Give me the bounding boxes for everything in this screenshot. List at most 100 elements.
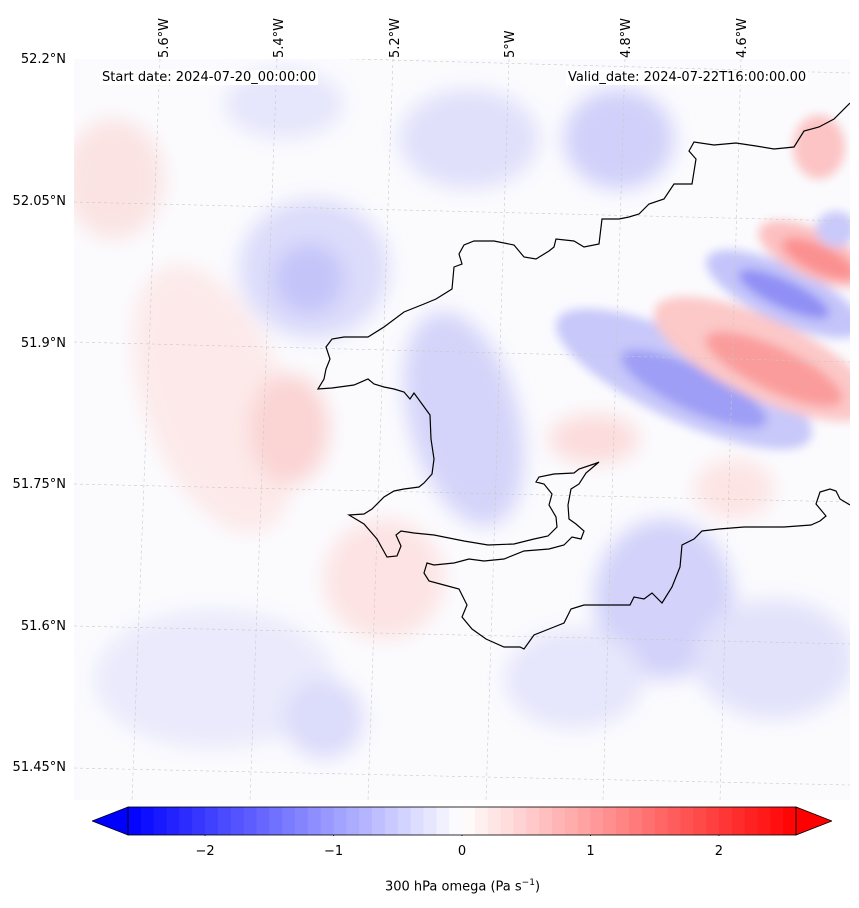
omega-blob [504,629,644,729]
colorbar-cell [539,807,553,835]
colorbar-cell [205,807,219,835]
colorbar-cell [243,807,257,835]
colorbar-cell [487,807,502,835]
colorbar-cell [436,807,450,835]
lat-tick-label: 51.9°N [20,336,66,351]
omega-blob [399,89,539,189]
colorbar-tick-label: 0 [457,844,467,859]
colorbar-cell [192,807,206,835]
colorbar-cell [757,807,771,835]
omega-blob [564,89,674,189]
colorbar-cell [397,807,412,835]
omega-blob [224,69,344,139]
start-date-label: Start date: 2024-07-20_00:00:00 [100,70,319,85]
omega-blob [694,599,850,719]
colorbar [92,806,832,836]
valid-date-label: Valid_date: 2024-07-22T16:00:00.00 [566,70,809,85]
colorbar-cell [462,807,476,835]
colorbar-cell [590,807,604,835]
omega-blob [816,211,850,247]
colorbar-label: 300 hPa omega (Pa s−1) [384,878,541,895]
colorbar-cell [179,807,193,835]
colorbar-cell [603,807,617,835]
colorbar-cell [230,807,245,835]
colorbar-cell [500,807,514,835]
colorbar-cell [513,807,527,835]
lat-tick-label: 52.05°N [12,194,66,209]
colorbar-tick-label: −1 [323,844,344,859]
coastline [316,102,850,650]
lon-tick-label: 5.6°W [157,17,172,58]
colorbar-cell [256,807,270,835]
omega-blob [249,374,329,484]
colorbar-cell [783,807,797,835]
colorbar-cell [423,807,437,835]
omega-blob [793,115,845,179]
omega-blob [705,331,843,407]
omega-contours [74,69,850,759]
lon-tick-label: 4.6°W [735,17,750,58]
colorbar-tick-label: −2 [195,844,215,859]
colorbar-cell [577,807,591,835]
colorbar-cell [282,807,296,835]
colorbar-cell [731,807,746,835]
colorbar-cell [166,807,180,835]
omega-blob [549,414,639,464]
colorbar-cell [140,807,155,835]
colorbar-cell [744,807,758,835]
colorbar-tick-label: 2 [714,844,724,859]
colorbar-cell [641,807,656,835]
omega-blob [74,119,164,239]
colorbar-cell [307,807,322,835]
colorbar-cell [372,807,386,835]
colorbar-cell [564,807,579,835]
lat-tick-label: 51.45°N [12,760,66,775]
colorbar-cell [718,807,733,835]
colorbar-cell [654,807,669,835]
map-panel [74,59,850,800]
omega-blob [324,519,444,639]
colorbar-cell [551,807,566,835]
colorbar-cells [128,807,797,835]
colorbar-cell [629,807,643,835]
colorbar-cell [667,807,681,835]
lon-tick-label: 5°W [503,30,518,58]
lat-tick-label: 51.6°N [20,619,66,634]
omega-blob [94,609,334,749]
colorbar-cell [128,807,142,835]
colorbar-cell [320,807,335,835]
omega-blob [738,269,830,319]
lon-tick-label: 5.2°W [388,17,403,58]
lon-tick-label: 5.4°W [272,17,287,58]
omega-blob [694,459,774,519]
colorbar-cell [770,807,784,835]
omega-field-map [74,59,850,800]
omega-blob [403,311,525,527]
omega-blob [284,679,364,759]
lat-tick-label: 52.2°N [20,52,66,67]
colorbar-cell [269,807,283,835]
colorbar-cell [526,807,540,835]
colorbar-cell [680,807,694,835]
lon-tick-label: 4.8°W [619,17,634,58]
omega-blob [132,265,296,533]
colorbar-tick-label: 1 [586,844,595,859]
colorbar-cell [693,807,707,835]
colorbar-cell [295,807,309,835]
omega-blob [782,237,850,281]
colorbar-cell [449,807,463,835]
colorbar-max-extend [795,806,832,836]
colorbar-cell [346,807,360,835]
colorbar-cell [410,807,424,835]
colorbar-cell [384,807,399,835]
colorbar-cell [217,807,232,835]
colorbar-min-extend [92,806,129,836]
omega-wave-train [555,115,850,450]
colorbar-cell [616,807,630,835]
colorbar-cell [153,807,168,835]
colorbar-cell [474,807,489,835]
colorbar-cell [333,807,347,835]
omega-blob [620,349,768,429]
omega-blob [274,244,344,314]
colorbar-cell [706,807,720,835]
